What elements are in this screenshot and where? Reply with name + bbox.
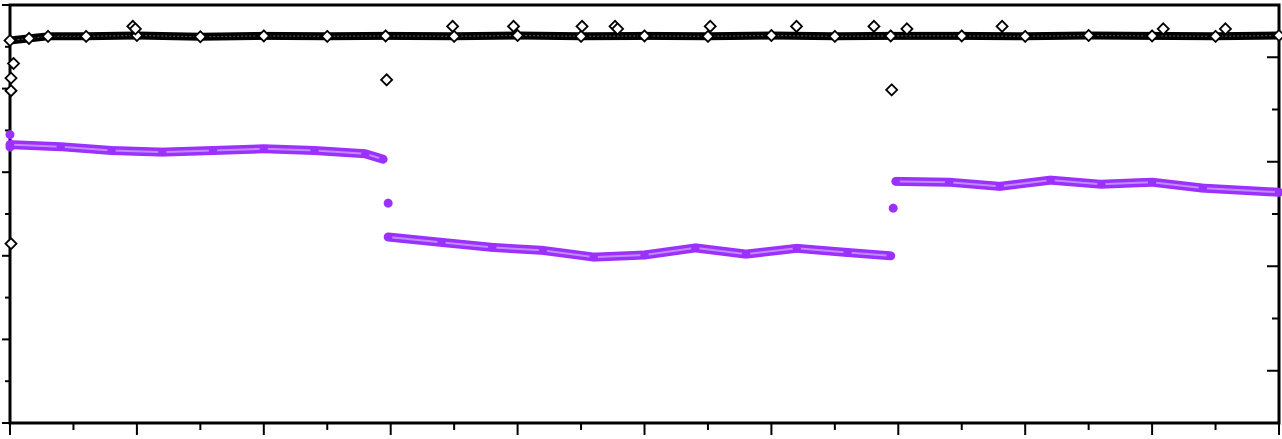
diamond-point: [954, 29, 969, 43]
purple-point: [995, 182, 1005, 191]
diamond-outlier-point: [789, 19, 804, 34]
purple-point: [640, 250, 649, 260]
diamond-outlier-point: [1156, 22, 1171, 36]
purple-outlier-point: [888, 203, 898, 213]
diamond-outlier-point: [6, 56, 21, 71]
purple-point: [891, 177, 900, 186]
purple-point: [589, 252, 598, 262]
purple-point: [208, 146, 218, 155]
purple-point: [538, 246, 548, 255]
diamond-outlier-point: [575, 19, 589, 34]
purple-point: [107, 146, 116, 155]
diamond-outlier-point: [506, 19, 521, 34]
diamond-outlier-point: [995, 19, 1009, 34]
plot-frame: [8, 3, 1281, 425]
purple-point: [843, 248, 852, 257]
purple-point: [437, 238, 446, 247]
purple-point: [378, 155, 388, 164]
purple-point: [361, 149, 370, 159]
diamond-point: [22, 31, 36, 46]
diamond-outlier-point: [900, 22, 914, 36]
diamond-point: [510, 28, 525, 43]
diamond-outlier-point: [867, 19, 881, 34]
diamond-outlier-point: [1218, 22, 1233, 36]
purple-point: [741, 249, 751, 259]
diamond-point: [764, 28, 779, 43]
diamond-point: [257, 29, 271, 43]
diamond-point: [1272, 28, 1282, 43]
diamond-outlier-point: [4, 71, 18, 85]
axis-ticks: [2, 4, 1280, 435]
purple-outlier-point: [5, 130, 15, 140]
diamond-point: [3, 33, 17, 48]
purple-point: [56, 142, 65, 151]
diamond-point: [701, 29, 715, 44]
purple-series: [5, 130, 1282, 262]
purple-point: [1274, 188, 1282, 197]
diamond-point: [574, 29, 588, 44]
purple-point: [1147, 178, 1157, 187]
diamond-outlier-point: [703, 19, 717, 34]
diamond-outlier-point: [379, 73, 394, 87]
diamond-outlier-point: [4, 236, 18, 251]
diamond-point: [193, 29, 208, 44]
diamond-series-texture: [9, 34, 1280, 42]
purple-series-highlight: [894, 179, 1280, 194]
diamond-point: [883, 29, 898, 43]
diamond-point: [79, 29, 93, 44]
purple-point: [259, 144, 268, 153]
purple-point: [1198, 183, 1208, 193]
diamond-outlier-point: [128, 22, 143, 36]
diamond-series: [3, 19, 1282, 251]
purple-point: [158, 147, 167, 157]
diamond-point: [378, 29, 393, 43]
diamond-point: [1018, 29, 1032, 44]
diamond-point: [828, 29, 842, 44]
purple-series-band: [383, 232, 896, 262]
purple-point: [488, 243, 497, 252]
diamond-point: [637, 29, 652, 43]
diamond-point: [447, 29, 461, 44]
diamond-point: [1208, 29, 1223, 44]
diamond-point: [1145, 29, 1159, 43]
diamond-outlier-point: [610, 22, 625, 36]
purple-point: [1046, 175, 1055, 185]
purple-point: [310, 146, 319, 155]
purple-point: [792, 244, 801, 253]
purple-outlier-point: [5, 142, 15, 152]
purple-point: [1097, 180, 1106, 189]
diamond-outlier-point: [4, 83, 18, 98]
diamond-point: [320, 29, 335, 44]
diamond-outlier-point: [445, 19, 460, 34]
purple-point: [944, 178, 954, 187]
diamond-point: [1081, 28, 1096, 43]
purple-outlier-point: [383, 198, 393, 208]
purple-point: [383, 232, 393, 242]
diamond-outlier-point: [884, 83, 899, 97]
purple-point: [886, 251, 895, 260]
diamond-point: [41, 29, 55, 44]
purple-point: [691, 243, 700, 253]
